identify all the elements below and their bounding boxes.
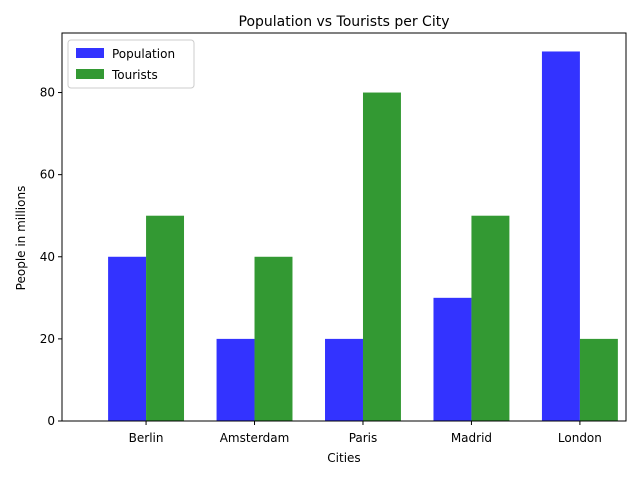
y-tick-label: 40 <box>40 250 55 264</box>
x-tick-label: Amsterdam <box>220 431 290 445</box>
bar-tourists-london <box>579 338 618 421</box>
bar-tourists-paris <box>362 92 401 421</box>
bar-population-madrid <box>433 297 472 421</box>
plot-frame <box>61 32 627 422</box>
x-tick-label: Berlin <box>129 431 164 445</box>
bar-population-amsterdam <box>216 338 255 421</box>
y-tick-label: 20 <box>40 332 55 346</box>
chart-title: Population vs Tourists per City <box>239 14 450 30</box>
bar-tourists-amsterdam <box>254 256 293 421</box>
bar-tourists-madrid <box>471 215 510 421</box>
y-tick-label: 80 <box>40 86 55 100</box>
y-tick-label: 60 <box>40 168 55 182</box>
bar-tourists-berlin <box>146 215 185 421</box>
x-tick-label: London <box>558 431 602 445</box>
x-axis-ticks: Berlin Amsterdam Paris Madrid London <box>129 421 602 445</box>
y-axis-label: People in millions <box>14 186 28 291</box>
x-tick-label: Paris <box>349 431 378 445</box>
legend-label-population: Population <box>112 47 175 61</box>
x-axis-label: Cities <box>327 451 360 465</box>
bar-population-london <box>541 51 580 421</box>
legend-swatch-population <box>76 48 104 58</box>
legend-label-tourists: Tourists <box>111 68 158 82</box>
legend-swatch-tourists <box>76 69 104 79</box>
y-tick-label: 0 <box>47 414 55 428</box>
legend: Population Tourists <box>67 39 195 89</box>
bars-group <box>108 51 618 421</box>
y-axis-ticks: 0 20 40 60 80 <box>40 86 62 428</box>
bar-population-berlin <box>108 256 147 421</box>
bar-population-paris <box>325 338 363 421</box>
x-tick-label: Madrid <box>451 431 492 445</box>
